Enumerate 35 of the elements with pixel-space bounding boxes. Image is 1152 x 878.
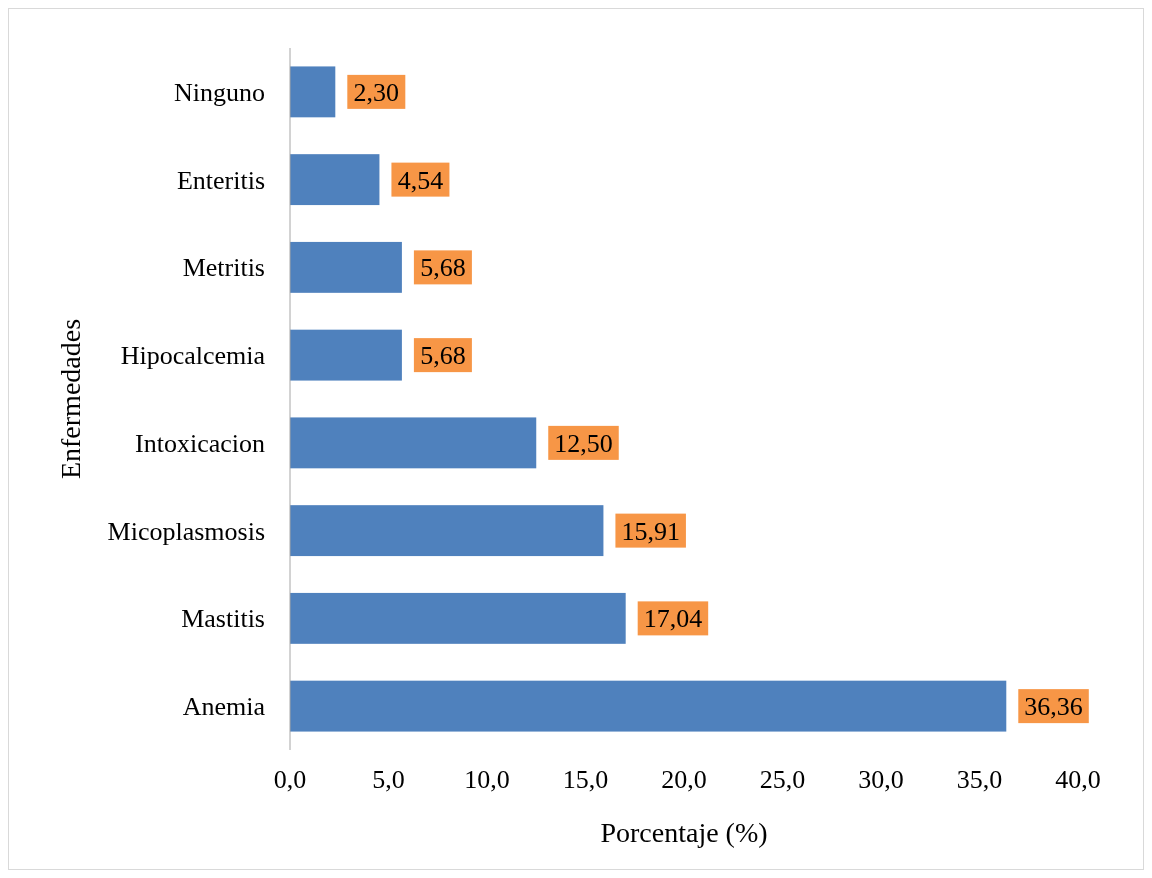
y-tick-label: Anemia [182, 692, 266, 722]
y-tick-label: Metritis [182, 253, 265, 283]
bar [290, 329, 402, 381]
y-tick-label: Intoxicacion [135, 428, 265, 458]
x-tick-label: 35,0 [956, 765, 1003, 794]
data-label: 15,91 [621, 516, 680, 546]
bar [290, 154, 380, 206]
x-tick-label: 40,0 [1055, 765, 1101, 794]
y-tick-label: Mastitis [181, 604, 265, 634]
x-tick-label: 5,0 [372, 765, 405, 794]
y-tick-label: Enteritis [176, 165, 265, 195]
x-tick-label: 20,0 [661, 765, 707, 794]
data-label: 2,30 [353, 77, 400, 107]
bar [290, 680, 1007, 732]
data-label: 4,54 [397, 165, 444, 195]
y-tick-label: Ninguno [174, 77, 265, 107]
data-label: 5,68 [420, 341, 466, 371]
bar [290, 417, 537, 469]
x-tick-label: 10,0 [464, 765, 510, 794]
data-label: 5,68 [420, 253, 466, 283]
data-label: 36,36 [1024, 692, 1083, 722]
x-axis-title: Porcentaje (%) [600, 817, 768, 848]
data-label: 12,50 [554, 428, 613, 458]
bar [290, 592, 626, 644]
y-axis-title: Enfermedades [55, 318, 86, 480]
bar [290, 66, 336, 118]
y-tick-label: Hipocalcemia [120, 341, 266, 371]
bar [290, 241, 402, 293]
y-tick-label: Micoplasmosis [107, 516, 265, 546]
x-tick-label: 30,0 [858, 765, 904, 794]
x-tick-label: 25,0 [759, 765, 806, 794]
bar [290, 505, 604, 557]
x-tick-label: 0,0 [273, 765, 307, 794]
x-tick-label: 15,0 [562, 765, 609, 794]
data-label: 17,04 [643, 604, 703, 634]
